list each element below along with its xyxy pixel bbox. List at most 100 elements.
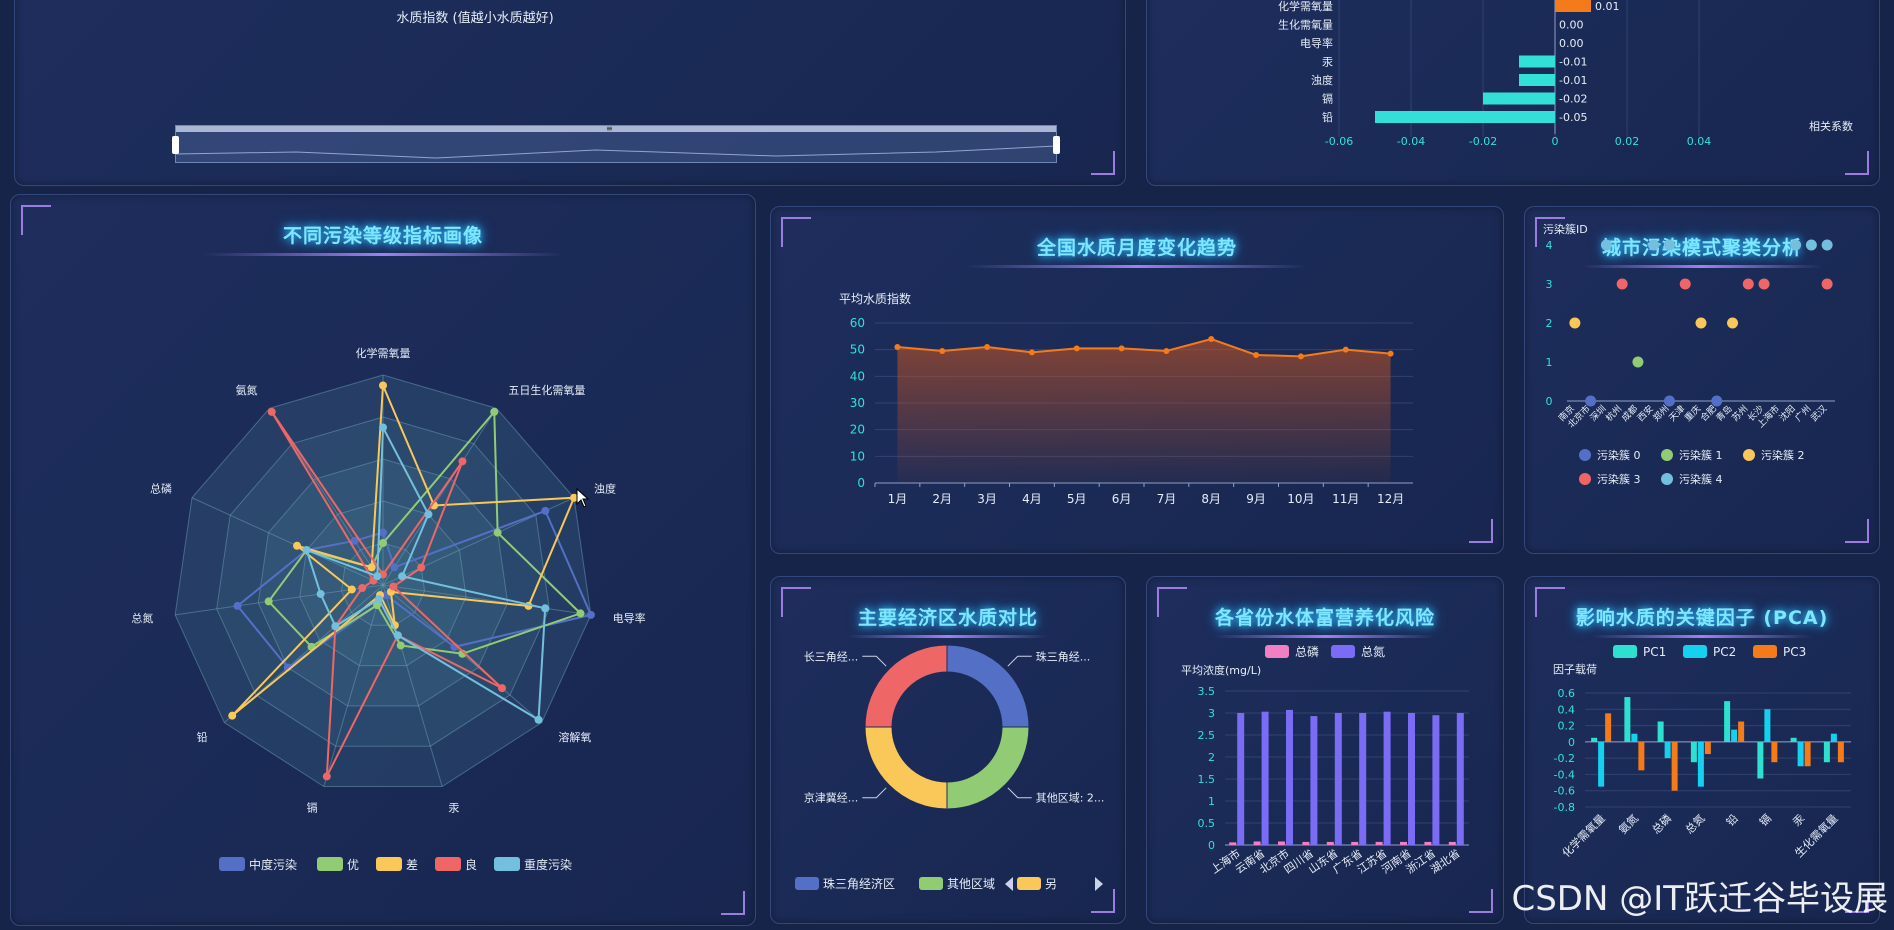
legend-item: 其他区域 — [947, 877, 995, 891]
y-tick-label: 0.2 — [1558, 720, 1576, 733]
bar — [1278, 841, 1285, 845]
data-point — [1297, 353, 1304, 360]
bar — [1326, 841, 1334, 845]
y-tick-label: 50 — [850, 343, 865, 357]
radar-point — [498, 684, 507, 693]
category-label: 铅 — [1322, 110, 1333, 124]
legend-swatch — [1265, 645, 1289, 658]
y-tick-label: 2 — [1546, 317, 1553, 330]
legend-item: 污染簇 1 — [1679, 448, 1723, 462]
legend-swatch — [435, 857, 461, 871]
scatter-point — [1711, 395, 1723, 407]
radar-axis — [382, 584, 591, 616]
radar-point — [347, 585, 356, 594]
donut-slice — [864, 644, 948, 728]
data-point — [1028, 349, 1035, 356]
x-tick-label: 铅 — [1723, 811, 1741, 829]
radar-point — [358, 583, 367, 592]
radar-point — [374, 595, 383, 604]
slider-drag-label[interactable]: ≡ — [606, 124, 613, 133]
legend-swatch — [1743, 449, 1755, 461]
radar-point — [379, 381, 387, 390]
bar — [1400, 841, 1407, 845]
bar — [1731, 729, 1738, 742]
radar-axis — [191, 497, 384, 586]
legend-swatch — [1579, 449, 1591, 461]
slider-right-handle[interactable] — [1053, 136, 1060, 154]
legend-swatch — [1661, 449, 1673, 461]
y-tick-label: -0.8 — [1554, 801, 1575, 814]
legend-swatch — [1683, 645, 1707, 658]
bar — [1591, 737, 1598, 742]
bar — [1432, 715, 1440, 845]
scatter-point — [1632, 356, 1644, 368]
title-underline — [1582, 265, 1822, 268]
radar-indicator-label: 化学需氧量 — [356, 346, 411, 360]
corner-br — [1845, 889, 1869, 913]
bar — [1375, 841, 1383, 845]
data-zoom-slider[interactable]: ≡ — [172, 124, 1060, 163]
y-tick-label: 1 — [1208, 795, 1215, 808]
radar-point — [373, 601, 382, 610]
slider-left-handle[interactable] — [172, 136, 179, 154]
legend-swatch — [317, 857, 343, 871]
bar — [1605, 713, 1612, 742]
scatter-point — [1727, 317, 1739, 329]
bar — [1598, 741, 1605, 787]
radar-point — [293, 541, 302, 550]
radar-indicator-label: 汞 — [448, 802, 459, 815]
scatter-point — [1790, 239, 1802, 251]
radar-indicator-label: 溶解氧 — [558, 730, 591, 744]
y-tick-label: 40 — [850, 369, 865, 383]
bar — [1797, 741, 1804, 767]
data-point — [1073, 345, 1080, 352]
cluster-panel: 城市污染模式聚类分析 污染簇ID 0 1 2 3 4 南京 北京市 深圳 杭州 成都 西安 郑州 天津 重庆… — [1524, 206, 1880, 554]
y-tick-label: 0 — [1546, 395, 1553, 408]
radar-point — [390, 563, 399, 572]
radar-point — [541, 506, 550, 515]
eutrophication-chart: 平均浓度(mg/L)00.511.522.533.5上海市云南省北京市四川省山东… — [1181, 644, 1469, 876]
x-tick-label: -0.02 — [1469, 135, 1497, 148]
series-line — [897, 337, 1391, 358]
y-tick-label: 60 — [850, 316, 865, 330]
y-tick-label: -0.2 — [1554, 752, 1575, 765]
slice-label: 京津冀经... — [804, 791, 859, 805]
corner-tl — [1157, 587, 1187, 617]
x-tick-label: 化学需氧量 — [1559, 811, 1608, 860]
radar-point — [233, 601, 242, 610]
legend-item: 污染簇 4 — [1679, 472, 1723, 486]
radar-indicator-label: 铅 — [197, 730, 208, 744]
water-index-panel: 水质指数 (值越小水质越好) ≡ — [14, 0, 1126, 186]
y-tick-label: 30 — [850, 396, 865, 410]
legend-item: PC1 — [1643, 645, 1666, 659]
corner-br — [721, 891, 745, 915]
watermark: CSDN @IT跃迁谷毕设展 — [1511, 879, 1888, 919]
radar-indicator-label: 总氮 — [131, 611, 153, 625]
scatter-point — [1805, 239, 1817, 251]
data-point — [939, 348, 946, 354]
label-leader — [1007, 787, 1032, 799]
economic-panel: 主要经济区水质对比 珠三角经... 其他区域: 2... 京津冀经... 长三角经..… — [770, 576, 1126, 924]
radar-point — [396, 641, 405, 650]
bar — [1738, 721, 1745, 742]
bar — [1764, 709, 1771, 742]
corner-br — [1469, 519, 1493, 543]
radar-series-line — [270, 411, 503, 777]
x-tick-label: 4月 — [1022, 492, 1042, 506]
label-leader — [862, 787, 887, 799]
y-tick-label: 0.6 — [1558, 687, 1576, 700]
x-tick-label: 11月 — [1332, 492, 1359, 506]
bar — [1830, 733, 1837, 742]
corner-tl — [781, 587, 811, 617]
x-tick-label: 汞 — [1790, 812, 1807, 829]
mouse-cursor-icon — [576, 488, 590, 508]
y-tick-label: 3 — [1546, 278, 1553, 291]
data-point — [894, 344, 901, 350]
corner-br — [1469, 889, 1493, 913]
bar — [1237, 713, 1245, 845]
y-tick-label: 0 — [1208, 839, 1215, 852]
x-tick-label: -0.04 — [1397, 135, 1425, 148]
x-tick-label: 12月 — [1377, 492, 1404, 506]
